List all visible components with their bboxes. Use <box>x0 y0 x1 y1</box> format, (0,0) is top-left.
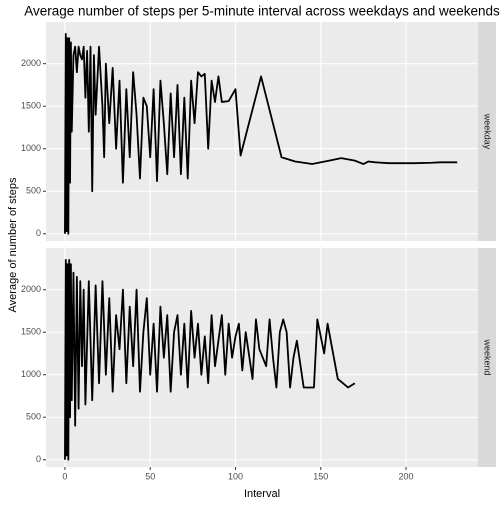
chart-title: Average number of steps per 5-minute int… <box>24 4 500 19</box>
x-tick-label: 0 <box>62 471 67 481</box>
y-tick-label: 0 <box>36 228 41 238</box>
y-tick-label: 1500 <box>21 101 41 111</box>
y-tick-label: 2000 <box>21 58 41 68</box>
x-tick-label: 200 <box>399 471 414 481</box>
y-axis-label: Average of number of steps <box>7 177 19 312</box>
x-tick-label: 100 <box>228 471 243 481</box>
y-tick-label: 2000 <box>21 284 41 294</box>
y-tick-label: 500 <box>26 186 41 196</box>
y-tick-label: 1000 <box>21 369 41 379</box>
y-tick-label: 500 <box>26 412 41 422</box>
data-line <box>64 259 356 461</box>
facet-label: weekday <box>483 113 493 150</box>
facet-label: weekend <box>483 338 493 375</box>
x-tick-label: 150 <box>313 471 328 481</box>
facet-strip <box>478 22 496 241</box>
facet-strip <box>478 248 496 467</box>
y-tick-label: 1500 <box>21 327 41 337</box>
y-tick-label: 1000 <box>21 143 41 153</box>
x-axis-label: Interval <box>244 488 280 500</box>
x-tick-label: 50 <box>145 471 155 481</box>
y-tick-label: 0 <box>36 454 41 464</box>
data-line <box>64 33 458 235</box>
panel-background <box>46 22 478 241</box>
